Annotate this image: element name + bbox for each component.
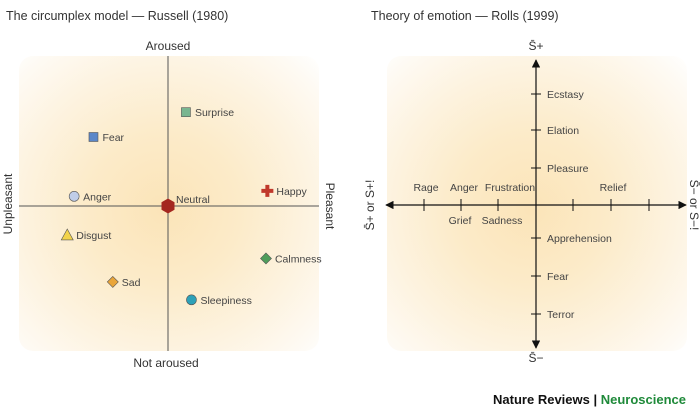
brand-separator: |: [589, 392, 601, 407]
emotion-label-surprise: Surprise: [195, 107, 234, 119]
journal-section: Neuroscience: [600, 392, 686, 407]
emotion-marker-sleepiness: [186, 294, 197, 306]
rolls-ticks: Ecstasy Elation Pleasure Apprehension Fear Te…: [413, 89, 650, 321]
journal-brand: Nature Reviews | Neuroscience: [493, 392, 686, 407]
emotion-marker-calmness: [260, 252, 272, 265]
label-fear: Fear: [547, 271, 569, 283]
emotion-marker-neutral: [161, 198, 175, 214]
label-rage: Rage: [413, 182, 438, 194]
aroused-label: Aroused: [146, 39, 191, 53]
right-panel-title: Theory of emotion — Rolls (1999): [371, 9, 559, 23]
emotion-label-happy: Happy: [276, 186, 307, 198]
label-sadness: Sadness: [482, 215, 523, 227]
emotion-label-sleepiness: Sleepiness: [200, 295, 251, 307]
emotion-markers: Fear Surprise Anger Neutral Happy Disgust Calm…: [60, 107, 322, 307]
emotion-label-neutral: Neutral: [176, 194, 210, 206]
label-pleasure: Pleasure: [547, 163, 589, 175]
reward-axis-left-label: S̄+ or S+!: [363, 180, 377, 231]
s-bar-plus-label: S̄+: [528, 39, 543, 53]
emotion-marker-happy: [261, 184, 274, 197]
pleasant-label: Pleasant: [323, 183, 337, 230]
emotion-label-calmness: Calmness: [275, 253, 322, 265]
label-ecstasy: Ecstasy: [547, 89, 585, 101]
emotion-marker-sad: [106, 275, 119, 288]
emotion-label-sad: Sad: [122, 277, 141, 289]
label-apprehension: Apprehension: [547, 233, 612, 245]
emotion-marker-surprise: [181, 107, 191, 117]
emotion-label-anger: Anger: [83, 191, 112, 203]
punishment-axis-right-label: S̄− or S−!: [687, 180, 700, 231]
left-panel-title: The circumplex model — Russell (1980): [6, 9, 229, 23]
label-anger: Anger: [450, 182, 479, 194]
emotion-label-fear: Fear: [102, 132, 124, 144]
label-grief: Grief: [449, 215, 472, 227]
emotion-label-disgust: Disgust: [76, 230, 111, 242]
label-frustration: Frustration: [485, 182, 535, 194]
s-bar-minus-label: S̄−: [528, 351, 543, 365]
label-elation: Elation: [547, 125, 579, 137]
unpleasant-label: Unpleasant: [1, 173, 15, 234]
emotion-marker-disgust: [60, 228, 74, 241]
journal-name: Nature Reviews: [493, 392, 590, 407]
emotion-marker-anger: [68, 191, 80, 202]
not-aroused-label: Not aroused: [133, 356, 198, 370]
label-relief: Relief: [600, 182, 627, 194]
label-terror: Terror: [547, 309, 575, 321]
emotion-marker-fear: [88, 132, 99, 142]
